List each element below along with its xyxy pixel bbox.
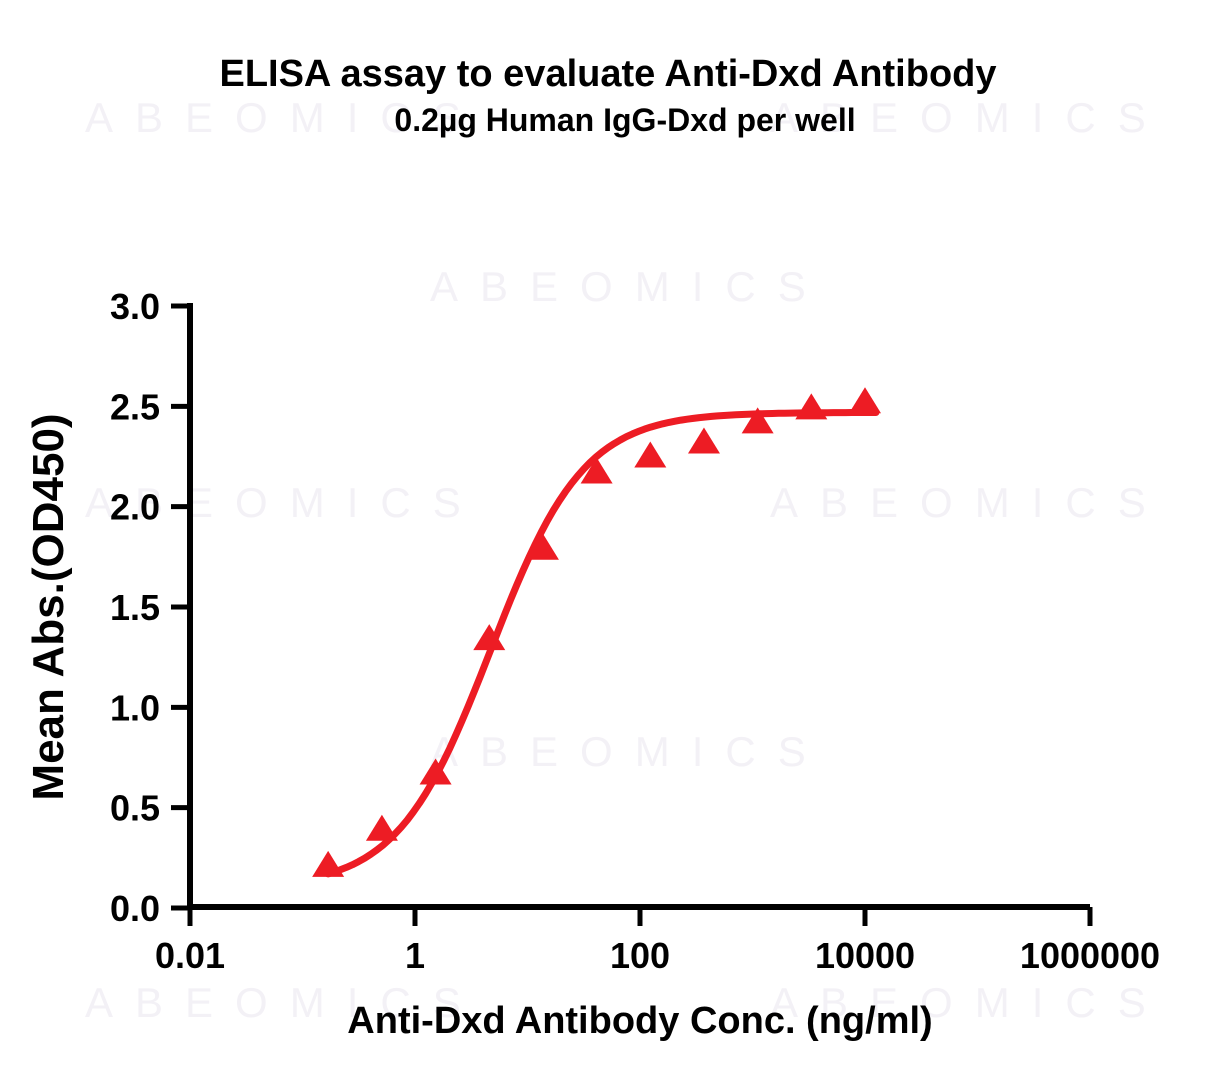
watermark-text: ABEOMICS — [85, 479, 483, 526]
y-tick-label: 2.0 — [110, 487, 160, 528]
data-point-marker — [795, 393, 828, 420]
axes: 0.0 0.5 1.0 1.5 2.0 2.5 3.0 0.01 1 100 10000 100000… — [110, 286, 1160, 976]
y-tick-label: 1.0 — [110, 687, 160, 728]
chart-title: ELISA assay to evaluate Anti-Dxd Antibod… — [219, 53, 996, 95]
watermark-text: ABEOMICS — [430, 263, 828, 310]
y-tick-label: 2.5 — [110, 386, 160, 427]
data-point-marker — [741, 407, 774, 434]
plot-area — [312, 387, 881, 878]
watermark-text: ABEOMICS — [85, 979, 483, 1026]
x-tick-label: 1 — [405, 935, 425, 976]
x-tick-label: 100 — [610, 935, 670, 976]
y-tick-label: 3.0 — [110, 286, 160, 327]
x-tick-label: 10000 — [815, 935, 915, 976]
data-point-marker — [634, 441, 667, 468]
data-point-marker — [849, 387, 881, 414]
x-axis-title: Anti-Dxd Antibody Conc. (ng/ml) — [347, 1000, 932, 1042]
watermark-text: ABEOMICS — [85, 94, 483, 141]
y-tick-label: 0.5 — [110, 788, 160, 829]
x-tick-label: 1000000 — [1020, 935, 1160, 976]
watermark-text: ABEOMICS — [430, 728, 828, 775]
watermark-text: ABEOMICS — [770, 94, 1168, 141]
watermark-text: ABEOMICS — [770, 979, 1168, 1026]
data-point-marker — [526, 533, 559, 560]
watermark-text: ABEOMICS — [770, 479, 1168, 526]
y-tick-label: 1.5 — [110, 587, 160, 628]
data-point-marker — [580, 457, 613, 484]
y-tick-label: 0.0 — [110, 888, 160, 929]
fit-curve — [324, 409, 880, 878]
x-tick-label: 0.01 — [155, 935, 225, 976]
data-point-marker — [419, 758, 452, 785]
data-point-marker — [473, 624, 506, 651]
chart-subtitle: 0.2µg Human IgG-Dxd per well — [394, 102, 855, 138]
data-point-marker — [365, 814, 398, 841]
data-point-marker — [687, 427, 720, 454]
data-point-marker — [312, 850, 345, 877]
y-axis-title: Mean Abs.(OD450) — [24, 413, 73, 800]
